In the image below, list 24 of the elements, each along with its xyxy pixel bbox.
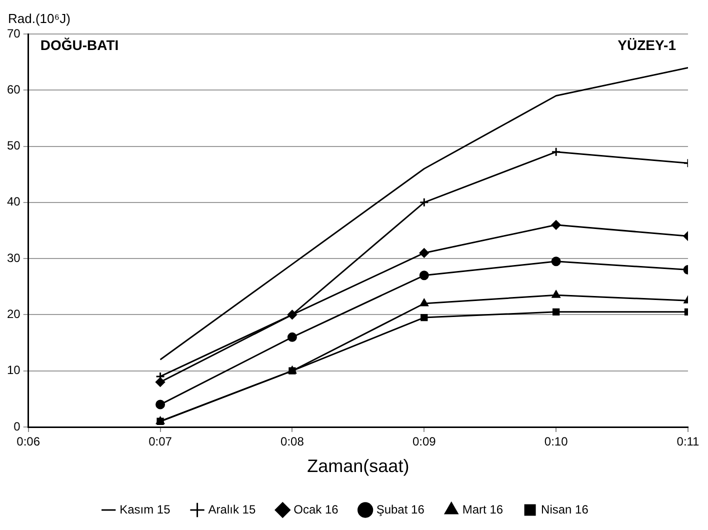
y-tick-label: 60: [6, 82, 21, 96]
legend-label: Nisan 16: [541, 502, 589, 516]
y-axis-title: Rad.(10⁶J): [8, 11, 70, 26]
legend-label: Şubat 16: [376, 502, 425, 516]
x-tick-label: 0:11: [676, 434, 700, 449]
legend-label: Kasım 15: [120, 502, 171, 516]
legend-label: Aralık 15: [208, 502, 256, 516]
y-tick-label: 10: [6, 363, 21, 378]
annotation: DOĞU-BATI: [40, 36, 119, 53]
y-tick-label: 30: [6, 250, 21, 265]
x-tick-label: 0:10: [544, 434, 568, 449]
y-tick-label: 70: [6, 26, 21, 40]
x-tick-label: 0:07: [148, 434, 172, 449]
y-tick-label: 50: [6, 138, 21, 153]
y-tick-label: 0: [14, 419, 21, 434]
x-tick-label: 0:08: [280, 434, 304, 449]
legend-label: Mart 16: [462, 502, 504, 516]
x-axis-title: Zaman(saat): [307, 456, 410, 476]
x-tick-label: 0:06: [16, 434, 40, 449]
x-tick-label: 0:09: [412, 434, 436, 449]
y-tick-label: 40: [6, 194, 21, 209]
annotation: YÜZEY-1: [618, 36, 676, 53]
legend-label: Ocak 16: [294, 502, 339, 516]
y-tick-label: 20: [6, 307, 21, 322]
